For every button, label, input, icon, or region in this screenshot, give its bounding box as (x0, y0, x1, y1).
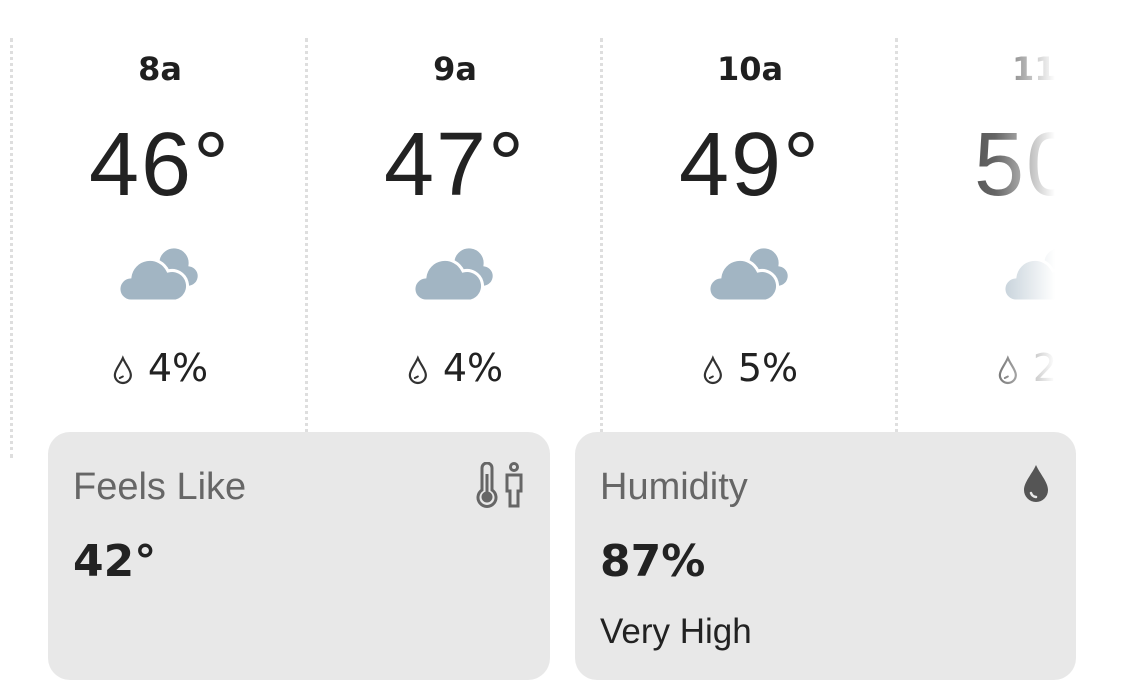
hour-column: 11a 50° 2% (895, 38, 1125, 458)
precip-chance: 5% (737, 346, 799, 390)
hour-label: 11a (1011, 50, 1079, 88)
precip-chance: 4% (147, 346, 209, 390)
hour-label: 9a (433, 50, 477, 88)
precip-chance: 4% (442, 346, 504, 390)
water-drop-icon (1020, 462, 1052, 508)
humidity-description: Very High (600, 612, 752, 651)
partly-cloudy-icon (413, 245, 495, 303)
humidity-card[interactable]: Humidity 87% Very High (575, 432, 1076, 680)
raindrop-icon (113, 355, 132, 385)
feels-like-card[interactable]: Feels Like 42° (48, 432, 550, 680)
humidity-title: Humidity (600, 466, 748, 508)
precipitation: 4% (112, 346, 208, 390)
hour-column: 9a 47° 4% (305, 38, 600, 458)
hourly-forecast[interactable]: 8a 46° 4% 9a 47° 4% 10a 49° 5% 11a 50° 2… (10, 38, 1125, 458)
hour-temperature: 49° (678, 115, 822, 215)
precipitation: 2% (997, 346, 1093, 390)
hour-label: 8a (138, 50, 182, 88)
partly-cloudy-icon (118, 245, 200, 303)
hour-temperature: 47° (383, 115, 527, 215)
thermometer-person-icon (476, 461, 526, 512)
precipitation: 4% (407, 346, 503, 390)
feels-like-value: 42° (73, 536, 157, 587)
hour-temperature: 50° (973, 115, 1117, 215)
raindrop-icon (703, 355, 722, 385)
raindrop-icon (408, 355, 427, 385)
partly-cloudy-icon (708, 245, 790, 303)
raindrop-icon (998, 355, 1017, 385)
hour-column: 10a 49° 5% (600, 38, 895, 458)
hour-temperature: 46° (88, 115, 232, 215)
hour-label: 10a (716, 50, 784, 88)
feels-like-title: Feels Like (73, 466, 247, 508)
precip-chance: 2% (1032, 346, 1094, 390)
humidity-value: 87% (600, 536, 706, 587)
precipitation: 5% (702, 346, 798, 390)
partly-cloudy-icon (1003, 245, 1085, 303)
hour-column: 8a 46° 4% (10, 38, 305, 458)
